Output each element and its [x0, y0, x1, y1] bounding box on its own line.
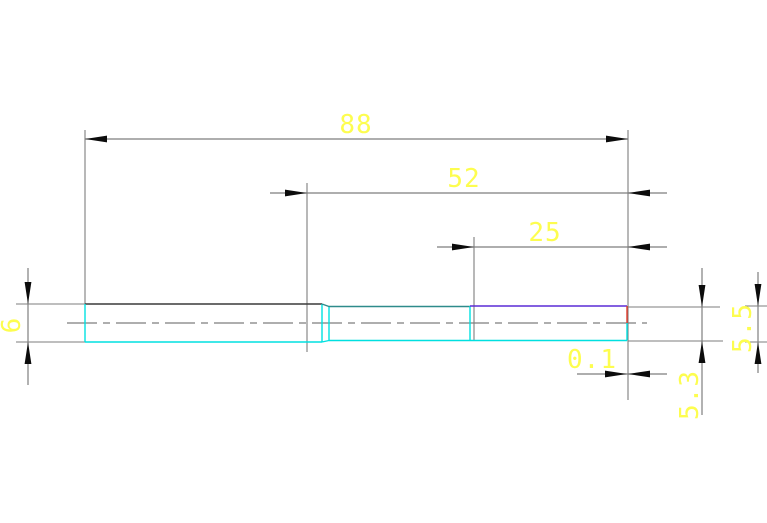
dim-88-arrow-left: [85, 135, 107, 143]
dim-01-arrow-left: [605, 370, 627, 378]
dim-52-label[interactable]: 52: [447, 164, 480, 194]
dim-55-arrow-top: [754, 284, 762, 306]
dim-53-label[interactable]: 5.3: [675, 370, 705, 420]
dim-25-arrow-left: [452, 243, 474, 251]
dim-25-arrow-right: [628, 243, 650, 251]
dim-6-arrow-top: [24, 282, 32, 304]
dim-01-label[interactable]: 0.1: [567, 345, 617, 375]
shaft-step-chamfer-bottom[interactable]: [321, 339, 330, 343]
dim-6-arrow-bottom: [24, 342, 32, 364]
dim-52-arrow-right: [628, 189, 650, 197]
dim-53-arrow-top: [698, 285, 706, 307]
dim-55-arrow-bottom: [754, 342, 762, 364]
dim-25-label[interactable]: 25: [528, 218, 561, 248]
dim-88-arrow-right: [606, 135, 628, 143]
dim-88-label[interactable]: 88: [339, 110, 372, 140]
dim-55-label[interactable]: 5.5: [728, 303, 758, 353]
dim-52-arrow-left: [285, 189, 307, 197]
dim-53-arrow-bottom: [698, 341, 706, 363]
dim-6-label[interactable]: 6: [0, 317, 27, 334]
dim-01-arrow-right: [628, 370, 650, 378]
shaft-step-chamfer-top[interactable]: [321, 303, 330, 308]
